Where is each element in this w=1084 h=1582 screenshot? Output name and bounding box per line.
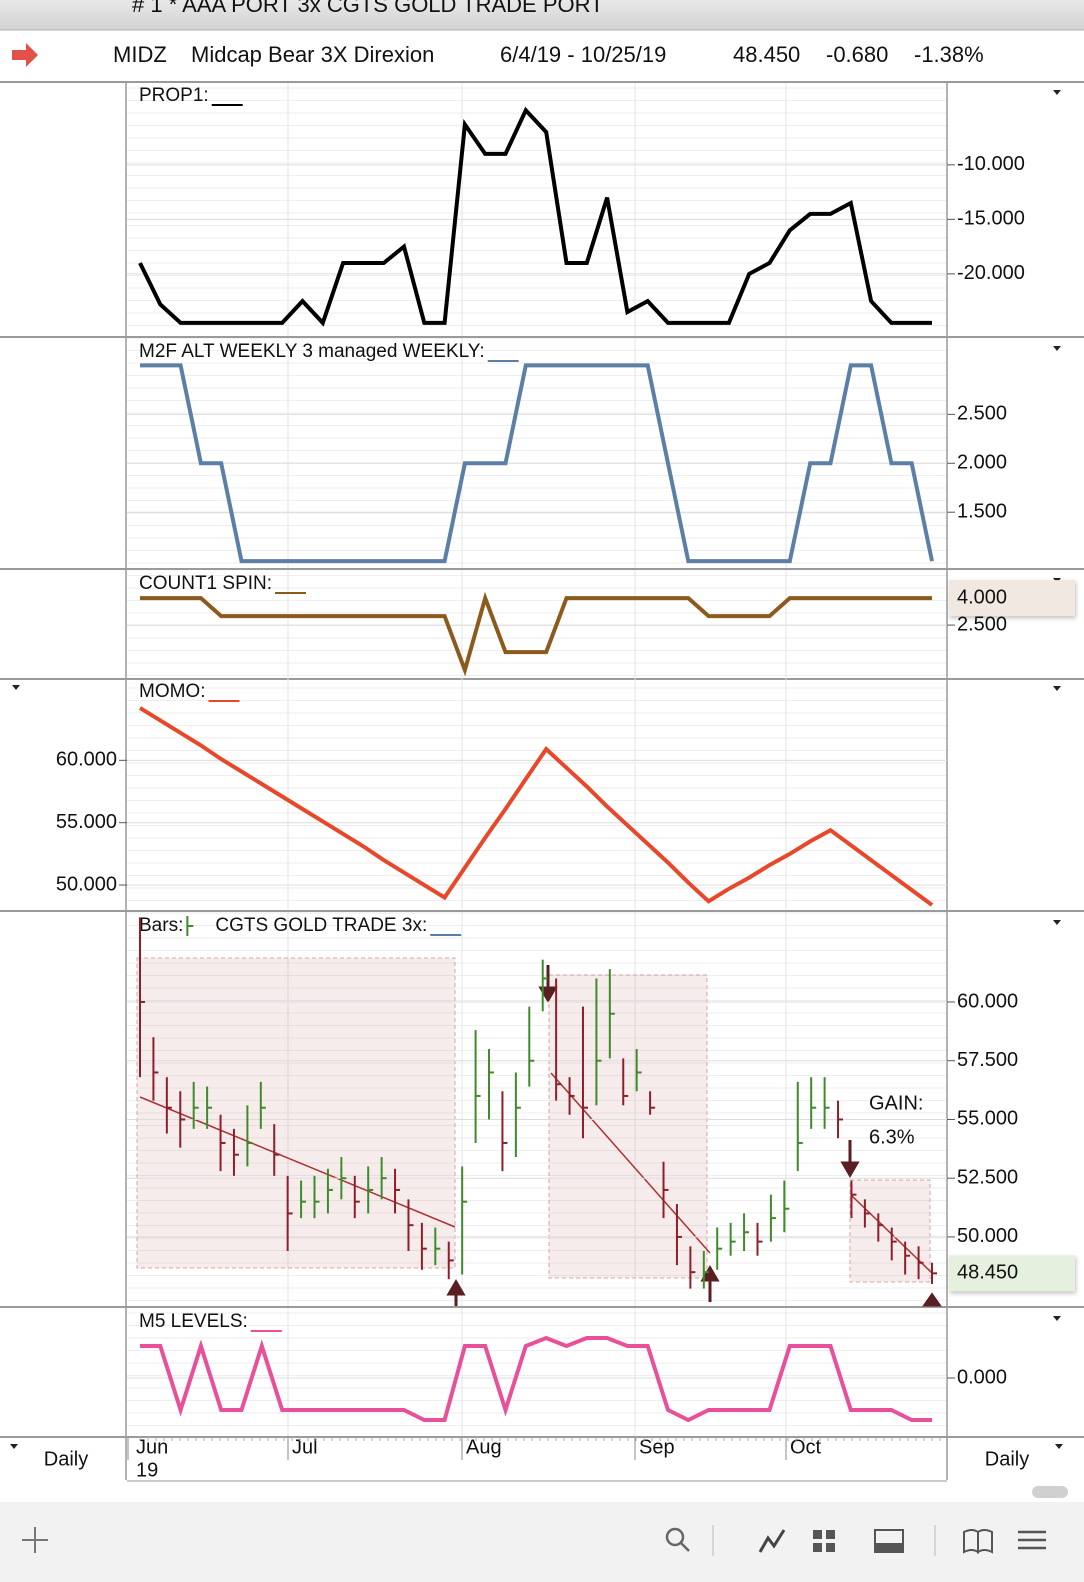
current-value-box <box>949 1255 1075 1292</box>
y-tick-label: 60.000 <box>957 990 1018 1012</box>
panel-menu <box>1053 90 1061 95</box>
y-tick-label: 0.000 <box>957 1366 1007 1388</box>
panel-grid <box>127 1308 947 1436</box>
y-tick-label: 57.500 <box>957 1049 1018 1071</box>
trade-box <box>136 957 456 1269</box>
scrollbar[interactable] <box>1032 1486 1068 1498</box>
book-button[interactable] <box>963 1529 993 1554</box>
panel-subtitle: CGTS GOLD TRADE 3x: <box>215 915 427 936</box>
annotation: 6.3% <box>869 1126 915 1148</box>
panel-menu <box>1053 346 1061 351</box>
price-change: -0.680 <box>826 42 888 67</box>
y-tick-label: 50.000 <box>56 873 117 895</box>
panel-grid <box>127 338 947 568</box>
series-line <box>140 591 932 677</box>
annotation: GAIN: <box>869 1092 923 1114</box>
y-tick-label: 2.500 <box>957 403 1007 425</box>
search-button[interactable] <box>665 1527 690 1552</box>
y-tick-label: -20.000 <box>957 262 1025 284</box>
current-value-box <box>949 580 1075 617</box>
panel-menu <box>1053 1316 1061 1321</box>
add-button[interactable] <box>22 1527 48 1553</box>
panel-grid <box>127 570 947 678</box>
x-year-label: 19 <box>136 1459 158 1481</box>
panel-menu <box>12 685 20 690</box>
current-value-label: 4.000 <box>957 586 1007 608</box>
period-label: Daily <box>44 1448 88 1470</box>
trend-line <box>139 1096 456 1228</box>
trend-line <box>550 1072 711 1254</box>
trade-box <box>548 974 708 1279</box>
layout-button[interactable] <box>813 1530 835 1552</box>
panel-title: M5 LEVELS: <box>139 1311 248 1332</box>
x-tick-label: Sep <box>639 1436 675 1458</box>
y-tick-label: 1.500 <box>957 500 1007 522</box>
panel-menu <box>1053 686 1061 691</box>
x-tick-label: Jun <box>136 1436 168 1458</box>
y-tick-label: 2.000 <box>957 452 1007 474</box>
signal-arrows <box>446 965 942 1307</box>
x-tick-label: Jul <box>292 1436 318 1458</box>
y-tick-label: 60.000 <box>56 749 117 771</box>
y-tick-label: 52.500 <box>957 1166 1018 1188</box>
date-range: 6/4/19 - 10/25/19 <box>500 42 666 67</box>
panel-button[interactable] <box>874 1529 904 1553</box>
bar-style-icon <box>186 916 194 936</box>
y-tick-label: -10.000 <box>957 153 1025 175</box>
symbol: MIDZ <box>113 42 167 67</box>
x-tick-label: Oct <box>790 1436 822 1458</box>
current-value-label: 48.450 <box>957 1262 1018 1284</box>
panel-title: Bars: <box>139 915 183 936</box>
period-label: Daily <box>985 1448 1029 1470</box>
menu-button[interactable] <box>1018 1530 1046 1550</box>
y-tick-label: 2.500 <box>957 613 1007 635</box>
series-line <box>140 1335 932 1423</box>
x-tick-label: Aug <box>466 1436 502 1458</box>
trade-box <box>849 1179 931 1283</box>
toolbar-bg <box>0 1502 1084 1582</box>
panel-title: M2F ALT WEEKLY 3 managed WEEKLY: <box>139 341 485 362</box>
window-title: # 1 * AAA PORT 3x CGTS GOLD TRADE PORT <box>132 0 604 17</box>
period-menu <box>10 1444 18 1449</box>
last-price: 48.450 <box>733 42 800 67</box>
trend-arrow-icon <box>12 43 38 67</box>
panel-title: PROP1: <box>139 85 209 106</box>
y-tick-label: 55.000 <box>56 811 117 833</box>
security-name: Midcap Bear 3X Direxion <box>191 42 434 67</box>
panel-title: MOMO: <box>139 681 206 702</box>
chart-type-button[interactable] <box>758 1529 786 1553</box>
panel-menu <box>1053 920 1061 925</box>
title-bar <box>0 0 1084 30</box>
y-tick-label: 55.000 <box>957 1108 1018 1130</box>
percent-change: -1.38% <box>914 42 984 67</box>
y-tick-label: -15.000 <box>957 208 1025 230</box>
series-line <box>140 363 934 564</box>
panel-title: COUNT1 SPIN: <box>139 573 272 594</box>
period-menu <box>1055 1444 1063 1449</box>
series-line <box>138 106 932 327</box>
series-line <box>138 706 934 907</box>
y-tick-label: 50.000 <box>957 1225 1018 1247</box>
toolbar <box>0 1486 1084 1582</box>
panel-grid <box>127 678 947 910</box>
